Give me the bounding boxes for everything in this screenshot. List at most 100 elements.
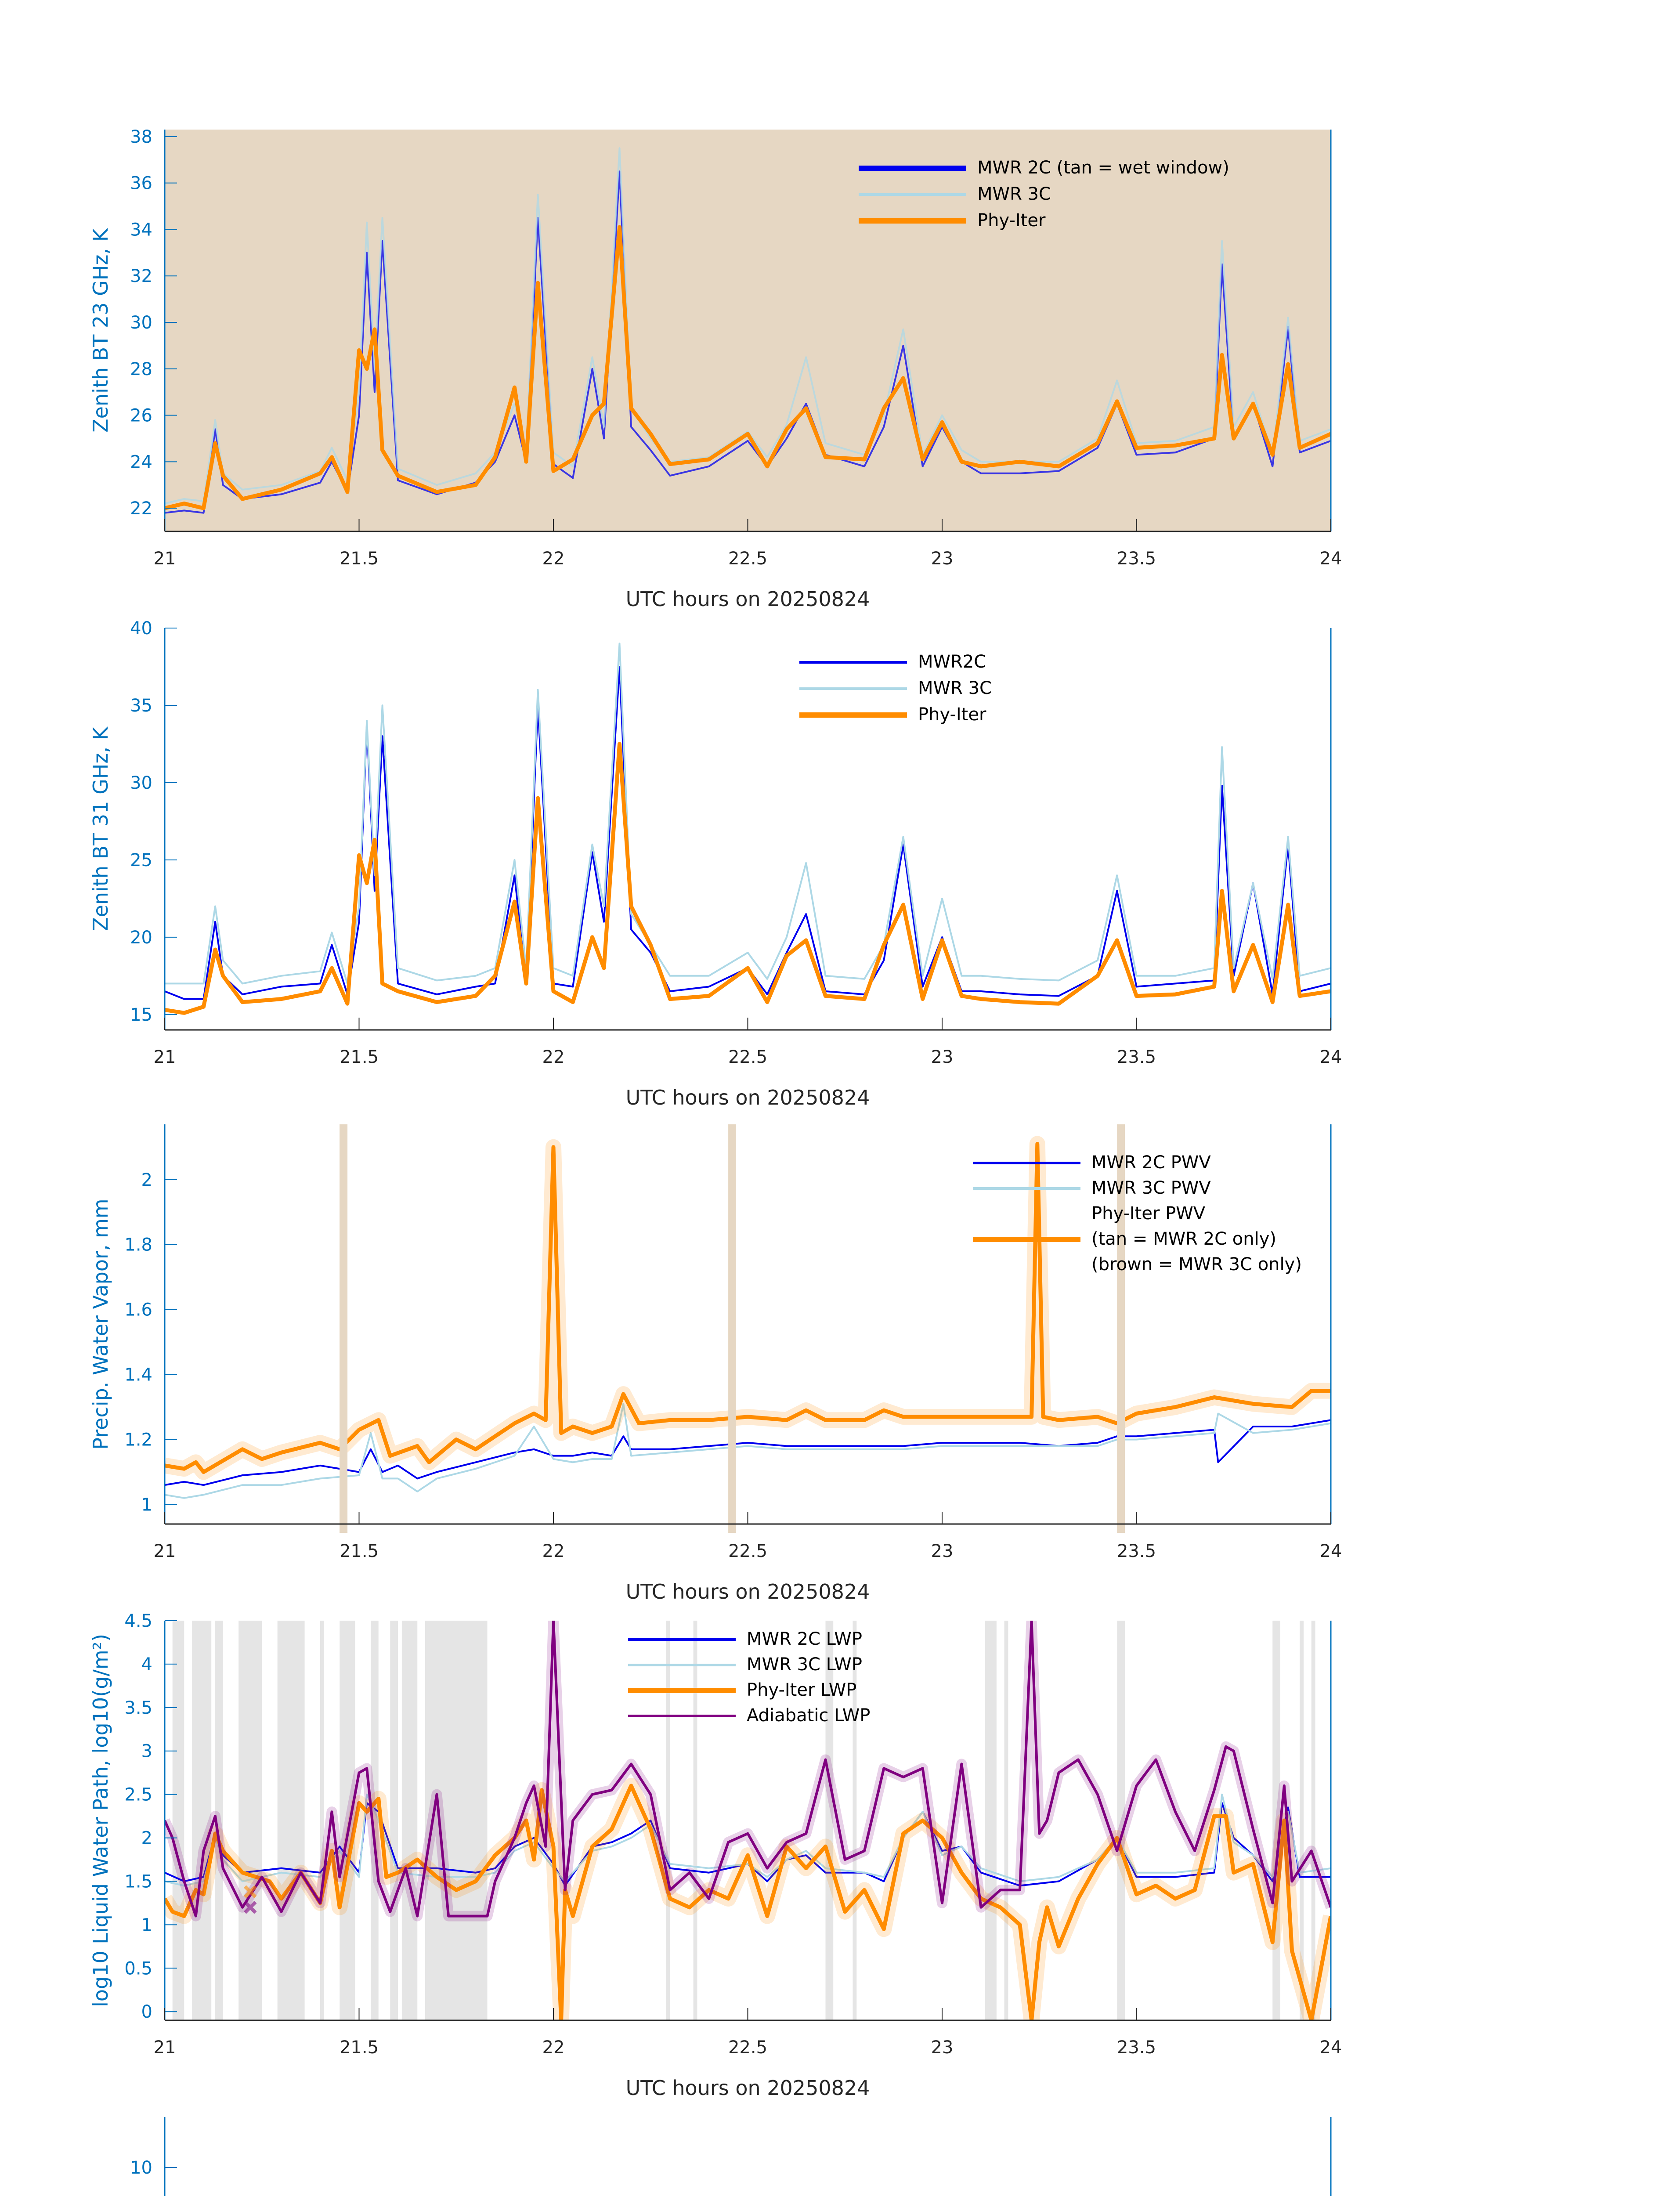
y-tick-label: 22 bbox=[130, 498, 152, 519]
y-tick-label: 38 bbox=[130, 127, 152, 147]
y-axis-label: Precip. Water Vapor, mm bbox=[89, 1199, 112, 1449]
x-tick-label: 21 bbox=[154, 2037, 176, 2058]
x-tick-label: 23 bbox=[931, 549, 954, 569]
y-tick-label: 40 bbox=[130, 618, 152, 639]
y-tick-label: 1.6 bbox=[124, 1300, 152, 1320]
qc-gray-band bbox=[425, 1621, 488, 2020]
x-tick-label: 23 bbox=[931, 1047, 954, 1067]
qc-gray-band bbox=[320, 1621, 324, 2020]
qc-gray-band bbox=[277, 1621, 305, 2020]
legend-label: MWR 3C bbox=[918, 678, 992, 698]
x-marker bbox=[243, 1901, 257, 1914]
y-tick-label: 1 bbox=[141, 1495, 152, 1515]
qc-gray-band bbox=[985, 1621, 997, 2020]
mwr2c-only-tan-band bbox=[1117, 1124, 1125, 1533]
qc-gray-band bbox=[853, 1621, 857, 2020]
x-tick-label: 21.5 bbox=[340, 1047, 379, 1067]
qc-gray-band bbox=[238, 1621, 262, 2020]
y-tick-label: 28 bbox=[130, 359, 152, 379]
qc-gray-band bbox=[215, 1621, 223, 2020]
x-marker bbox=[243, 1885, 257, 1899]
x-tick-label: 24 bbox=[1320, 549, 1342, 569]
x-tick-label: 24 bbox=[1320, 1541, 1342, 1561]
legend-label: MWR 3C PWV bbox=[1091, 1178, 1211, 1198]
y-tick-label: 1 bbox=[141, 1915, 152, 1935]
panel-lwp: 21 21.5 22 22.5 23 23.5 2400.511.522.533.544.5… bbox=[89, 1611, 1342, 2100]
legend-label: (tan = MWR 2C only) bbox=[1091, 1229, 1276, 1249]
y-tick-label: 0 bbox=[141, 2002, 152, 2022]
x-tick-label: 22 bbox=[542, 2037, 565, 2058]
qc-gray-band bbox=[1311, 1621, 1315, 2020]
qc-gray-band bbox=[693, 1621, 697, 2020]
y-tick-label: 26 bbox=[130, 406, 152, 426]
x-tick-label: 21 bbox=[154, 549, 176, 569]
y-tick-label: 4 bbox=[141, 1654, 152, 1675]
qc-gray-band bbox=[191, 1621, 212, 2020]
plot-area bbox=[165, 643, 1331, 1015]
legend-label: MWR 2C LWP bbox=[747, 1629, 862, 1649]
x-tick-label: 21 bbox=[154, 1047, 176, 1067]
y-tick-label: 1.2 bbox=[124, 1430, 152, 1450]
x-tick-label: 22.5 bbox=[728, 1541, 767, 1561]
y-axis-label: Zenith BT 23 GHz, K bbox=[89, 228, 112, 433]
y-tick-label: 2.5 bbox=[124, 1785, 152, 1805]
qc-gray-band bbox=[1004, 1621, 1008, 2020]
y-tick-label: 36 bbox=[130, 173, 152, 194]
y-tick-label: 35 bbox=[130, 696, 152, 716]
y-tick-label: 30 bbox=[130, 313, 152, 333]
y-tick-label: 1.4 bbox=[124, 1365, 152, 1385]
legend: MWR 2C PWV MWR 3C PWV Phy-Iter PWV (tan = M… bbox=[973, 1152, 1302, 1275]
x-tick-label: 23 bbox=[931, 2037, 954, 2058]
x-tick-label: 22 bbox=[542, 1047, 565, 1067]
wet-window-background bbox=[165, 130, 1331, 531]
y-tick-label: 25 bbox=[130, 850, 152, 870]
qc-gray-band bbox=[825, 1621, 834, 2020]
legend-label: MWR 3C LWP bbox=[747, 1654, 862, 1675]
legend: MWR 2C (tan = wet window) MWR 3C Phy-Iter bbox=[859, 158, 1229, 231]
y-tick-label: 24 bbox=[130, 452, 152, 472]
plot-area bbox=[165, 1621, 1331, 2020]
series-line-phy-iter bbox=[165, 225, 1331, 510]
x-tick-label: 21.5 bbox=[340, 2037, 379, 2058]
x-axis-label: UTC hours on 20250824 bbox=[626, 587, 870, 611]
legend-label: Phy-Iter LWP bbox=[747, 1680, 856, 1700]
x-axis-label: UTC hours on 20250824 bbox=[626, 1580, 870, 1604]
y-tick-label: 15 bbox=[130, 1005, 152, 1025]
legend-label: MWR 3C bbox=[977, 184, 1051, 204]
y-tick-label: 32 bbox=[130, 266, 152, 286]
qc-gray-band bbox=[401, 1621, 418, 2020]
x-tick-label: 23.5 bbox=[1117, 2037, 1156, 2058]
series-line-phy-iter bbox=[165, 742, 1331, 1015]
panel-bt31: 21 21.5 22 22.5 23 23.5 24 15 20 25 30 35 40 UTC hour… bbox=[89, 618, 1342, 1109]
legend: MWR2C MWR 3C Phy-Iter bbox=[799, 652, 992, 725]
legend-label: MWR 2C PWV bbox=[1091, 1152, 1211, 1173]
plot-area bbox=[165, 147, 1331, 514]
x-tick-label: 23.5 bbox=[1117, 549, 1156, 569]
x-tick-label: 22.5 bbox=[728, 549, 767, 569]
x-tick-label: 23 bbox=[931, 1541, 954, 1561]
legend: MWR 2C LWP MWR 3C LWP Phy-Iter LWP Adiabati… bbox=[628, 1629, 870, 1726]
y-tick-label: 10 bbox=[130, 2158, 152, 2178]
legend-label: Phy-Iter PWV bbox=[1091, 1203, 1206, 1224]
series-line-adiabatic-lwp bbox=[165, 1621, 1331, 1918]
y-tick-label: 1.8 bbox=[124, 1235, 152, 1255]
mwr2c-only-tan-band bbox=[728, 1124, 737, 1533]
y-tick-label: 3 bbox=[141, 1741, 152, 1762]
y-tick-label: 34 bbox=[130, 220, 152, 240]
x-tick-label: 24 bbox=[1320, 1047, 1342, 1067]
qc-gray-band bbox=[1117, 1621, 1125, 2020]
x-tick-label: 21 bbox=[154, 1541, 176, 1561]
x-tick-label: 23.5 bbox=[1117, 1541, 1156, 1561]
panel-pwv: 21 21.5 22 22.5 23 23.5 24 1 1.2 1.4 1.6 1.8 2 UTC ho… bbox=[89, 1124, 1342, 1604]
y-tick-label: 20 bbox=[130, 928, 152, 948]
y-tick-label: 2 bbox=[141, 1170, 152, 1190]
x-tick-label: 21.5 bbox=[340, 1541, 379, 1561]
mwr2c-only-tan-band bbox=[340, 1124, 348, 1533]
legend-label: Phy-Iter bbox=[977, 210, 1046, 231]
qc-gray-band bbox=[1300, 1621, 1304, 2020]
legend-label: Adiabatic LWP bbox=[747, 1705, 870, 1726]
qc-gray-band bbox=[666, 1621, 670, 2020]
y-axis-label: Zenith BT 31 GHz, K bbox=[89, 726, 112, 931]
x-tick-label: 24 bbox=[1320, 2037, 1342, 2058]
